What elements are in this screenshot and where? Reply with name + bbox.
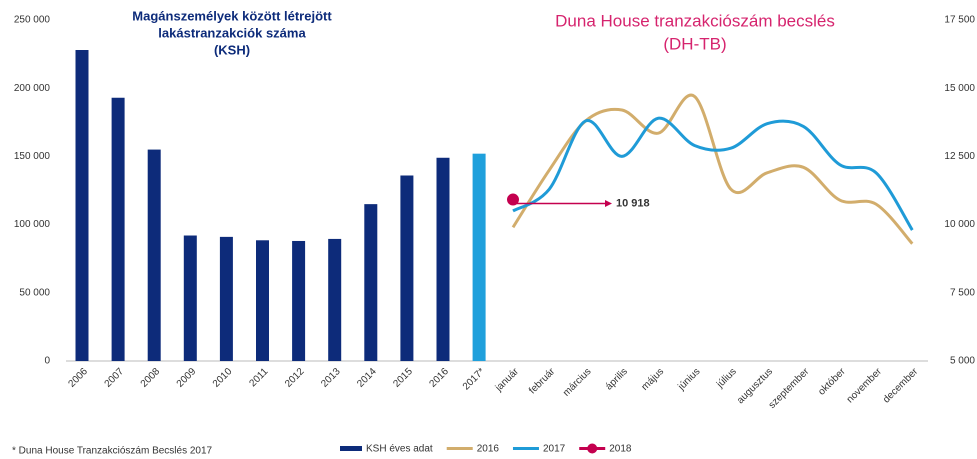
x-tick-label: 2016 xyxy=(427,366,451,390)
bar xyxy=(183,235,197,361)
y-tick-label: 0 xyxy=(44,356,50,367)
y-tick-label: 100 000 xyxy=(14,219,51,230)
legend-label: 2017 xyxy=(543,444,566,455)
legend-label: 2016 xyxy=(477,444,500,455)
chart-title: lakástranzakciók száma xyxy=(158,25,306,40)
y-tick-label: 15 000 xyxy=(944,83,975,94)
x-tick-label: 2010 xyxy=(211,366,235,390)
bar xyxy=(111,97,125,362)
legend-label: 2018 xyxy=(609,444,632,455)
y-tick-label: 7 500 xyxy=(950,287,975,298)
legend-swatch xyxy=(587,443,598,454)
bar xyxy=(472,153,486,361)
x-tick-label: 2011 xyxy=(247,366,270,389)
x-tick-label: július xyxy=(714,366,739,391)
chart-title: Magánszemélyek között létrejött xyxy=(132,8,332,23)
x-tick-label: 2014 xyxy=(355,366,379,390)
x-tick-label: december xyxy=(881,366,921,406)
line xyxy=(512,116,914,231)
y-tick-label: 5 000 xyxy=(950,356,975,367)
x-tick-label: 2007 xyxy=(103,366,127,390)
legend-swatch xyxy=(340,446,362,451)
y-tick-label: 250 000 xyxy=(14,15,51,26)
bar xyxy=(219,236,233,361)
y-tick-label: 50 000 xyxy=(19,287,50,298)
x-tick-label: március xyxy=(561,366,594,399)
bar xyxy=(328,238,342,361)
y-tick-label: 150 000 xyxy=(14,151,51,162)
x-tick-label: 2006 xyxy=(66,366,90,390)
y-tick-label: 12 500 xyxy=(944,151,975,162)
bar xyxy=(256,240,269,361)
x-tick-label: 2015 xyxy=(391,366,415,390)
x-tick-label: október xyxy=(816,366,848,398)
x-tick-label: 2017* xyxy=(461,366,487,392)
point xyxy=(507,193,519,206)
footnote: * Duna House Tranzakciószám Becslés 2017 xyxy=(12,446,213,457)
chart-title: Duna House tranzakciószám becslés xyxy=(555,11,835,30)
data-label: 10 918 xyxy=(616,197,650,209)
x-tick-label: február xyxy=(527,366,558,397)
x-tick-label: 2009 xyxy=(175,366,199,390)
bar xyxy=(400,175,414,361)
x-tick-label: november xyxy=(845,366,885,406)
x-tick-label: június xyxy=(676,366,703,393)
x-tick-label: 2008 xyxy=(139,366,163,390)
bar xyxy=(364,204,378,361)
bar xyxy=(436,157,450,361)
chart-title: (DH-TB) xyxy=(663,34,726,53)
line xyxy=(511,93,914,245)
x-tick-label: 2013 xyxy=(319,366,343,390)
y-tick-label: 17 500 xyxy=(944,15,975,26)
chart-title: (KSH) xyxy=(214,42,250,57)
bar xyxy=(292,240,306,361)
x-tick-label: 2012 xyxy=(283,366,307,390)
bar xyxy=(75,50,89,362)
bar xyxy=(147,149,161,361)
x-tick-label: április xyxy=(604,366,630,392)
x-tick-label: január xyxy=(493,366,522,395)
arrow-head xyxy=(605,200,612,208)
y-tick-label: 10 000 xyxy=(944,219,975,230)
x-tick-label: május xyxy=(640,366,667,393)
y-tick-label: 200 000 xyxy=(14,83,51,94)
legend-label: KSH éves adat xyxy=(366,444,433,455)
